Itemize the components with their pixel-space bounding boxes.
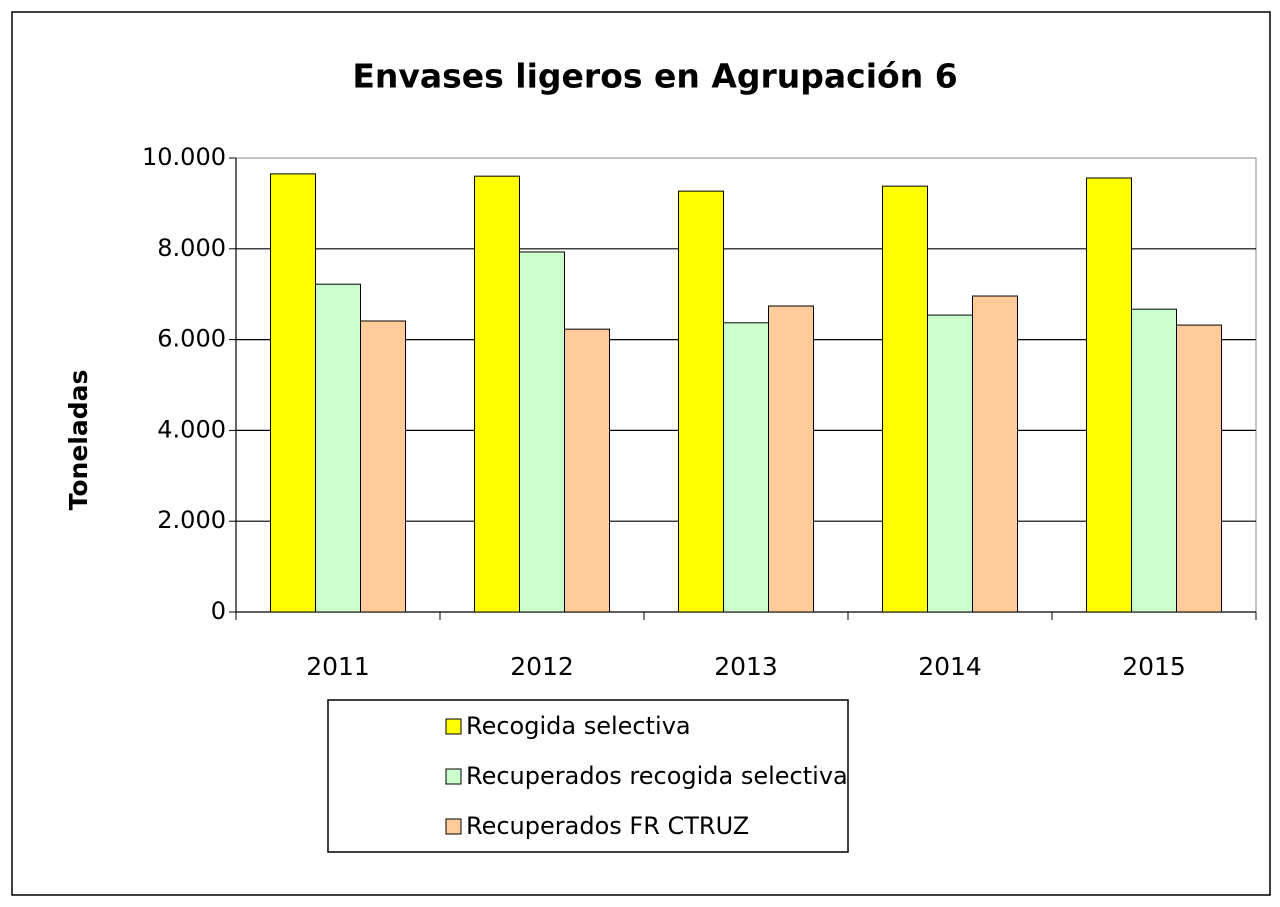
legend-label: Recuperados recogida selectiva [466, 762, 848, 790]
bar [723, 322, 769, 613]
bar [882, 185, 928, 613]
x-tick-label: 2012 [510, 652, 574, 681]
bar [1086, 177, 1132, 613]
chart-title: Envases ligeros en Agrupación 6 [352, 57, 957, 96]
legend-label: Recogida selectiva [466, 712, 691, 740]
x-tick-label: 2013 [714, 652, 778, 681]
legend [327, 699, 849, 853]
legend-swatch [445, 768, 462, 785]
y-axis-label: Toneladas [64, 370, 93, 511]
y-tick-label: 0 [211, 597, 226, 625]
bar [315, 283, 361, 613]
bar [1176, 324, 1222, 613]
bar [360, 320, 406, 613]
x-tick-label: 2015 [1122, 652, 1186, 681]
legend-swatch [445, 818, 462, 835]
bar [474, 175, 520, 613]
bar [270, 173, 316, 613]
y-tick-label: 8.000 [157, 234, 226, 262]
bar [678, 190, 724, 613]
y-tick-label: 4.000 [157, 415, 226, 443]
bar [519, 251, 565, 613]
bar [927, 314, 973, 613]
x-tick-label: 2011 [306, 652, 370, 681]
x-tick-label: 2014 [918, 652, 982, 681]
bar [972, 295, 1018, 613]
bar [1131, 308, 1177, 613]
y-tick-label: 10.000 [142, 143, 226, 171]
legend-swatch [445, 718, 462, 735]
legend-label: Recuperados FR CTRUZ [466, 812, 749, 840]
y-tick-label: 2.000 [157, 506, 226, 534]
bar [768, 305, 814, 613]
bar [564, 328, 610, 613]
y-tick-label: 6.000 [157, 325, 226, 353]
